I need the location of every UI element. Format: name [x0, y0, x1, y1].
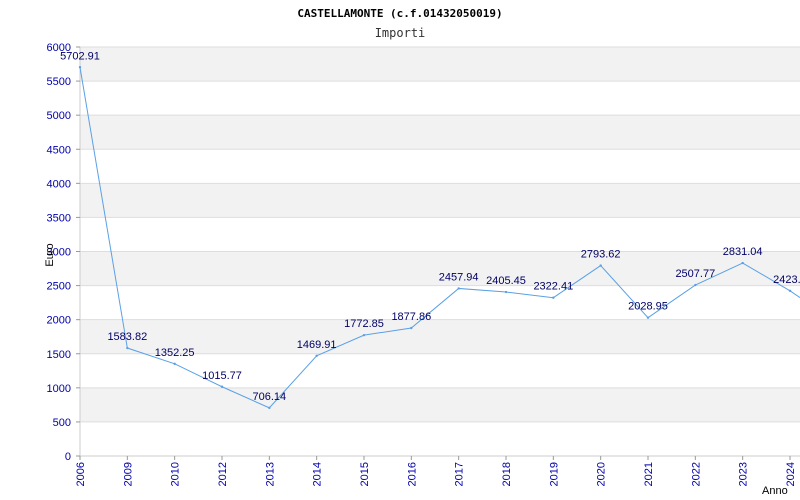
data-point	[126, 346, 129, 350]
y-axis-label: Euro	[44, 243, 56, 266]
y-tick-label: 1500	[47, 349, 71, 361]
x-tick-labels: 2006 2009 2010 2012 2013 2014 2015 2016 2017 2018…	[75, 456, 797, 486]
data-label: 2405.45	[486, 275, 526, 287]
x-tick-label: 2022	[690, 462, 702, 486]
grid-bands	[80, 47, 800, 422]
y-tick-label: 2500	[47, 281, 71, 293]
x-tick-label: 2015	[359, 462, 371, 486]
y-tick-label: 1000	[47, 383, 71, 395]
data-label: 1772.85	[344, 318, 384, 330]
data-label: 2831.04	[723, 246, 763, 258]
data-point	[599, 264, 602, 267]
grid-lines	[80, 46, 800, 457]
x-tick-label: 2009	[122, 462, 134, 486]
data-point	[173, 362, 176, 366]
grid-band	[80, 115, 800, 150]
data-point	[504, 290, 508, 294]
x-tick-label: 2023	[738, 462, 750, 486]
grid-band	[80, 183, 800, 218]
x-tick-label: 2010	[170, 462, 182, 486]
data-label: 2322.41	[533, 281, 573, 293]
x-tick-label: 2006	[75, 462, 87, 486]
data-label: 1877.86	[391, 311, 431, 323]
x-tick-label: 2014	[312, 462, 324, 486]
y-tick-label: 500	[53, 417, 71, 429]
data-point	[457, 287, 460, 290]
data-labels: 5702.91 1583.82 1352.25 1015.77 706.14 1469.9…	[60, 50, 800, 410]
y-tick-label: 6000	[47, 42, 71, 54]
y-tick-label: 3500	[47, 212, 71, 224]
data-label: 1352.25	[155, 347, 195, 359]
data-point	[78, 66, 82, 69]
data-label: 1583.82	[107, 331, 147, 343]
y-tick-label: 5500	[47, 76, 71, 88]
x-tick-label: 2018	[501, 462, 513, 486]
x-tick-label: 2012	[217, 462, 229, 486]
data-label: 2028.95	[628, 301, 668, 313]
data-point	[362, 333, 366, 337]
x-axis-label: Anno	[762, 485, 788, 497]
data-point	[268, 406, 271, 410]
x-tick-label: 2020	[596, 462, 608, 486]
y-tick-label: 5000	[47, 110, 71, 122]
data-point	[552, 296, 555, 299]
grid-band	[80, 387, 800, 422]
x-tick-label: 2013	[264, 462, 276, 486]
data-label: 2457.94	[439, 271, 479, 283]
y-tick-label: 4500	[47, 144, 71, 156]
x-tick-label: 2017	[454, 462, 466, 486]
data-point	[410, 326, 413, 330]
data-point	[741, 261, 744, 265]
grid-band	[80, 251, 800, 286]
data-point	[646, 316, 650, 319]
x-tick-label: 2019	[548, 462, 560, 486]
x-tick-label: 2016	[406, 462, 418, 486]
data-point	[694, 283, 697, 287]
data-point	[220, 385, 224, 388]
y-tick-label: 3000	[47, 247, 71, 259]
data-label: 2793.62	[581, 249, 621, 261]
data-label: 5702.91	[60, 50, 100, 62]
data-label: 1015.77	[202, 370, 242, 382]
chart-subtitle: Importi	[375, 26, 426, 40]
data-label: 706.14	[253, 391, 287, 403]
y-tick-labels: 0 500 1000 1500 2000 2500 3000 3500 4000 4500 5000…	[47, 42, 80, 463]
grid-band	[80, 319, 800, 354]
data-label: 1469.91	[297, 339, 337, 351]
data-point	[315, 354, 318, 358]
chart-title: CASTELLAMONTE (c.f.01432050019)	[297, 7, 502, 20]
y-tick-label: 4000	[47, 178, 71, 190]
data-label: 2507.77	[675, 268, 715, 280]
data-label: 2423.8	[773, 274, 800, 286]
data-point	[788, 289, 792, 292]
x-tick-label: 2021	[643, 462, 655, 486]
y-tick-label: 2000	[47, 315, 71, 327]
y-tick-label: 0	[65, 451, 71, 463]
grid-band	[80, 47, 800, 82]
x-tick-label: 2024	[785, 462, 797, 486]
